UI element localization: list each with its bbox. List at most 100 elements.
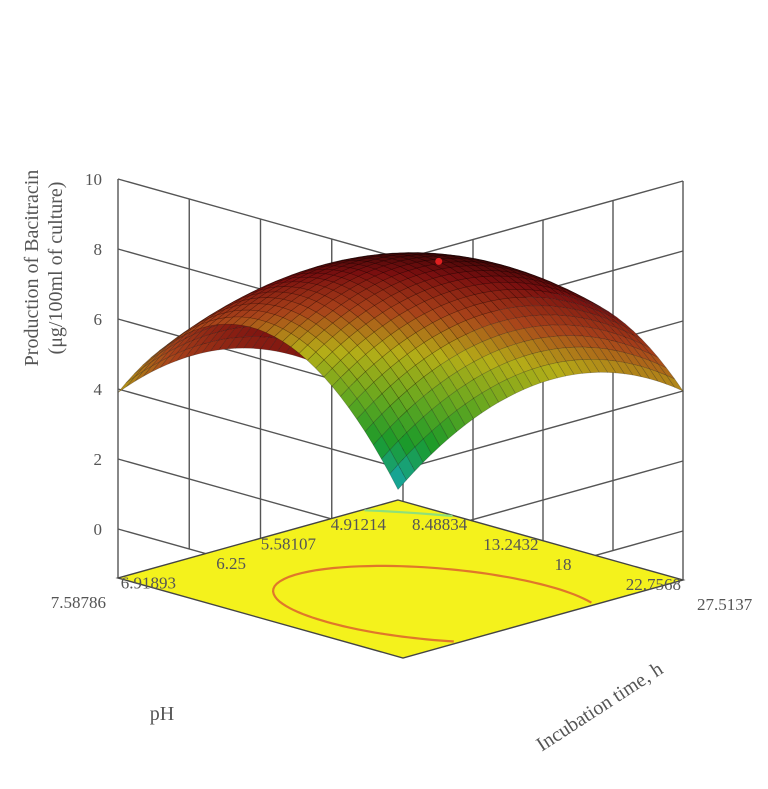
surface-cell: [257, 291, 277, 299]
surface-cell: [590, 347, 609, 361]
surface-cell: [365, 305, 384, 319]
surface-cell: [582, 335, 601, 349]
surface-cell: [192, 327, 211, 341]
z-tick-label: 10: [85, 170, 102, 189]
surface-cell: [515, 328, 534, 342]
surface-cell: [298, 318, 317, 332]
surface-cell: [633, 340, 651, 354]
surface-cell: [267, 279, 285, 287]
surface-cell: [390, 266, 410, 274]
z-tick-label: 4: [94, 380, 103, 399]
surface-cell: [508, 266, 526, 274]
surface-cell: [332, 277, 351, 286]
surface-cell: [440, 273, 459, 283]
surface-cell: [167, 332, 185, 345]
surface-cell: [399, 258, 418, 265]
surface-cell: [290, 325, 309, 340]
surface-cell: [167, 343, 186, 358]
surface-cell: [540, 336, 559, 351]
surface-cell: [549, 298, 568, 309]
surface-cell: [397, 455, 416, 481]
surface-cell: [431, 423, 449, 447]
z-axis-label-line1: Production of Bacitracin: [21, 170, 43, 367]
surface-cell: [590, 319, 609, 333]
surface-cell: [265, 314, 284, 326]
surface-cell: [424, 264, 443, 272]
surface-cell: [523, 368, 541, 387]
y-axis-label: pH: [150, 703, 174, 725]
surface-cell: [265, 305, 284, 315]
surface-cell: [508, 271, 526, 279]
optimum-point: [435, 257, 443, 265]
x-tick-label: 22.7568: [626, 575, 681, 594]
optimum-marker: [435, 257, 443, 265]
x-tick-label: 8.48834: [412, 515, 468, 534]
surface-cell: [665, 374, 684, 392]
surface-cell: [449, 266, 468, 274]
surface-cell: [259, 336, 278, 351]
x-tick-label: 13.2432: [483, 535, 538, 554]
surface-cell: [306, 351, 325, 369]
surface-cell: [556, 360, 575, 377]
surface-cell: [299, 276, 318, 284]
z-gridline: [117, 178, 684, 260]
x-tick-label: 27.5137: [697, 595, 753, 614]
y-tick-label: 7.58786: [51, 593, 106, 612]
surface-cell: [624, 336, 643, 351]
surface-cell: [407, 257, 427, 263]
surface-cell: [282, 333, 300, 348]
surface-cell: [151, 351, 169, 367]
surface-cell: [515, 296, 534, 307]
surface-cell: [524, 282, 543, 292]
surface-cell: [482, 324, 500, 339]
floor-contour-line: [364, 509, 453, 518]
surface-cell: [616, 327, 634, 341]
surface-cell: [217, 337, 236, 351]
surface-cell: [598, 359, 617, 374]
surface-cell: [582, 310, 601, 323]
surface-cell: [333, 262, 351, 267]
z-tick-label: 8: [94, 240, 103, 259]
surface-cell: [616, 319, 634, 332]
surface-cell: [358, 255, 376, 259]
surface-cell: [448, 389, 466, 411]
surface-cell: [448, 299, 467, 312]
surface-cell: [208, 312, 226, 322]
surface-cell: [440, 302, 459, 315]
surface-cell: [490, 275, 510, 283]
surface-cell: [225, 300, 243, 310]
surface-cell: [648, 359, 668, 376]
surface-cell: [365, 317, 384, 333]
surface-cell: [332, 329, 350, 345]
surface-cell: [632, 363, 651, 380]
surface-cell: [532, 289, 551, 299]
surface-cell: [291, 276, 309, 283]
surface-cell: [515, 371, 533, 390]
surface-cell: [200, 318, 218, 329]
surface-cell: [592, 301, 610, 313]
surface-cell: [481, 369, 500, 389]
surface-cell: [473, 302, 492, 315]
surface-cell: [515, 305, 534, 317]
z-tick-label: 2: [94, 450, 103, 469]
surface-cell: [531, 366, 550, 384]
surface-cell: [623, 362, 642, 378]
surface-cell: [183, 324, 201, 336]
surface-cell: [407, 305, 425, 319]
surface-cell: [373, 393, 391, 415]
surface-cell: [541, 281, 559, 291]
response-surface: [117, 252, 684, 491]
surface-cell: [507, 276, 527, 284]
surface-cell: [533, 276, 551, 285]
surface-cell: [258, 283, 276, 291]
floor-contour-line: [271, 564, 592, 643]
surface-cell: [348, 398, 366, 420]
surface-cell: [565, 359, 583, 375]
surface-cell: [540, 305, 559, 316]
y-tick-label: 4.91214: [331, 515, 387, 534]
z-tick-label: 0: [94, 520, 103, 539]
floor-plane: [115, 499, 686, 659]
surface-cell: [307, 323, 325, 338]
surface-cell: [300, 266, 318, 273]
